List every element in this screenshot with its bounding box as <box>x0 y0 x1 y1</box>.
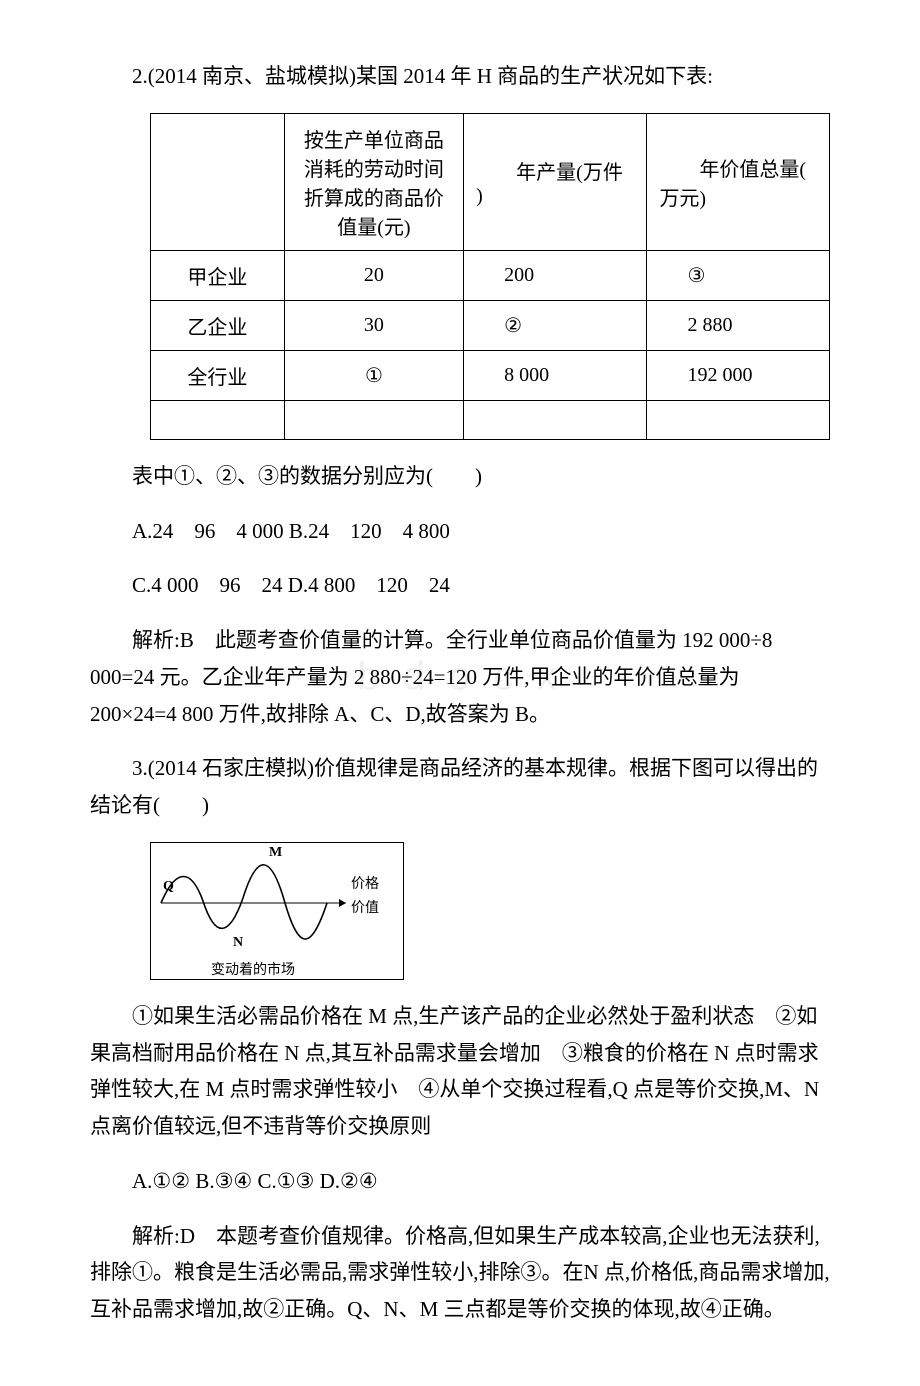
q3-prompt: 3.(2014 石家庄模拟)价值规律是商品经济的基本规律。根据下图可以得出的结论… <box>90 750 830 824</box>
table-header-row: 按生产单位商品消耗的劳动时间折算成的商品价值量(元) 年产量(万件 ) 年价值总… <box>151 113 830 250</box>
header-value-per-unit: 按生产单位商品消耗的劳动时间折算成的商品价值量(元) <box>284 113 464 250</box>
header-output-left: 年产量(万件 <box>476 156 623 185</box>
cell: 30 <box>284 300 464 350</box>
row-label: 全行业 <box>151 350 285 400</box>
cell-val: 2 880 <box>659 314 732 336</box>
cell: 2 880 <box>647 300 830 350</box>
cell: 8 000 <box>464 350 647 400</box>
chart-point-m: M <box>269 845 282 861</box>
q3-stem: ①如果生活必需品价格在 M 点,生产该产品的企业必然处于盈利状态 ②如果高档耐用… <box>90 998 830 1145</box>
q2-options-line1: A.24 96 4 000 B.24 120 4 800 <box>90 513 830 550</box>
q2-table: 按生产单位商品消耗的劳动时间折算成的商品价值量(元) 年产量(万件 ) 年价值总… <box>150 113 830 440</box>
chart-label-price: 价格 <box>351 873 379 893</box>
cell: 192 000 <box>647 350 830 400</box>
cell: ① <box>284 350 464 400</box>
cell-val: ② <box>476 315 522 337</box>
header-empty <box>151 113 285 250</box>
header-total: 年价值总量( 万元) <box>647 113 830 250</box>
row-label: 乙企业 <box>151 300 285 350</box>
chart-point-q: Q <box>163 879 174 895</box>
q2-options-line2: C.4 000 96 24 D.4 800 120 24 <box>90 567 830 604</box>
table-row: 甲企业 20 200 ③ <box>151 250 830 300</box>
header-output-right: ) <box>476 185 483 207</box>
q2-question: 表中①、②、③的数据分别应为( ) <box>90 458 830 495</box>
cell-val: ③ <box>659 265 705 287</box>
header-total-left: 年价值总量( <box>659 153 806 182</box>
header-output: 年产量(万件 ) <box>464 113 647 250</box>
cell-val: 200 <box>476 264 534 286</box>
chart-point-n: N <box>233 935 243 951</box>
axis-arrow-icon <box>339 899 346 907</box>
cell: 20 <box>284 250 464 300</box>
cell: 200 <box>464 250 647 300</box>
cell-val: 8 000 <box>476 364 549 386</box>
q2-prompt: 2.(2014 南京、盐城模拟)某国 2014 年 H 商品的生产状况如下表: <box>90 58 830 95</box>
cell: ② <box>464 300 647 350</box>
price-wave-path <box>161 865 327 939</box>
q3-options: A.①② B.③④ C.①③ D.②④ <box>90 1163 830 1200</box>
value-law-chart: Q N M 价格 价值 变动着的市场 <box>150 842 404 980</box>
cell-val: 192 000 <box>659 364 752 386</box>
header-total-right: 万元) <box>659 188 706 210</box>
cell: ③ <box>647 250 830 300</box>
q2-explanation: 解析:B 此题考查价值量的计算。全行业单位商品价值量为 192 000÷8 00… <box>90 622 830 732</box>
q3-explanation: 解析:D 本题考查价值规律。价格高,但如果生产成本较高,企业也无法获利,排除①。… <box>90 1218 830 1328</box>
row-label: 甲企业 <box>151 250 285 300</box>
table-empty-row <box>151 400 830 439</box>
chart-xaxis-label: 变动着的市场 <box>211 959 295 979</box>
chart-label-value: 价值 <box>351 897 379 917</box>
table-row: 乙企业 30 ② 2 880 <box>151 300 830 350</box>
table-row: 全行业 ① 8 000 192 000 <box>151 350 830 400</box>
